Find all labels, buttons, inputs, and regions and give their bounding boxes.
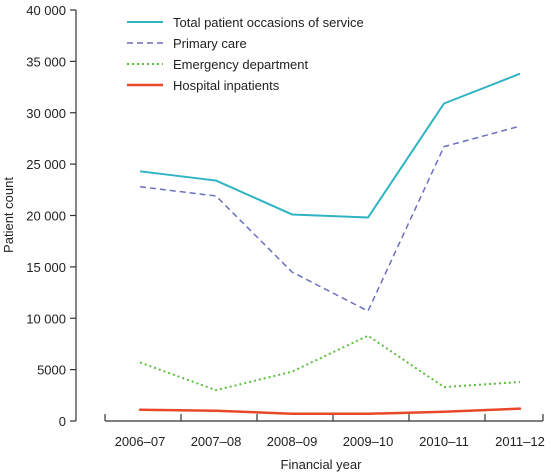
x-tick-label: 2006–07	[115, 434, 166, 449]
series-line	[139, 334, 521, 392]
y-ticks: 0 5000 10 000 15 000 20 000 25 000 30 000 35 00…	[26, 3, 76, 429]
x-tick-label: 2008–09	[267, 434, 318, 449]
legend: Total patient occasions of service Primar…	[127, 15, 364, 93]
series-line	[139, 125, 521, 312]
y-tick-label: 40 000	[26, 3, 66, 18]
x-tick-label: 2007–08	[191, 434, 242, 449]
y-tick-label: 0	[59, 414, 66, 429]
y-tick-label: 20 000	[26, 209, 66, 224]
y-tick-label: 30 000	[26, 106, 66, 121]
y-tick-label: 15 000	[26, 260, 66, 275]
x-tick-label: 2011–12	[495, 434, 545, 449]
x-ticks: 2006–07 2007–08 2008–09 2009–10 2010–11 2011–…	[104, 414, 545, 449]
y-tick-label: 25 000	[26, 157, 66, 172]
data-series	[138, 72, 522, 416]
x-axis-title: Financial year	[281, 457, 363, 472]
series-line	[139, 72, 521, 219]
legend-label: Primary care	[173, 36, 247, 51]
y-tick-label: 10 000	[26, 311, 66, 326]
y-tick-label: 5000	[37, 363, 66, 378]
legend-label: Total patient occasions of service	[173, 15, 364, 30]
legend-label: Hospital inpatients	[173, 78, 280, 93]
y-tick-label: 35 000	[26, 54, 66, 69]
x-tick-label: 2009–10	[343, 434, 394, 449]
x-tick-label: 2010–11	[419, 434, 469, 449]
y-axis-title: Patient count	[1, 177, 16, 253]
legend-label: Emergency department	[173, 57, 309, 72]
series-line	[138, 407, 522, 416]
